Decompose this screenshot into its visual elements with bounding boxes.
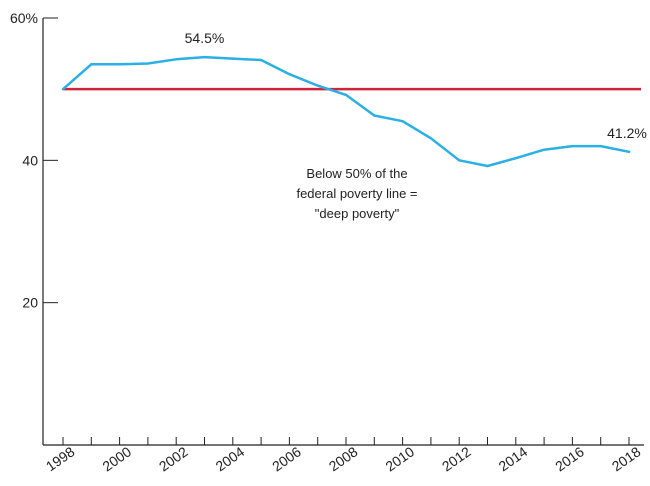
data-point [373, 114, 376, 117]
x-tick-label: 2016 [552, 443, 587, 474]
x-tick-label: 1998 [43, 443, 78, 474]
data-point [175, 58, 178, 61]
annotation: Below 50% of the federal poverty line = "d… [296, 166, 417, 221]
x-tick-label: 2014 [496, 443, 531, 474]
data-point [486, 164, 489, 168]
data-labels: 54.5% 41.2% [185, 30, 647, 141]
x-tick-label: 2002 [156, 443, 191, 474]
y-ticks: 60% 20 40 [10, 10, 58, 311]
data-point [571, 144, 574, 148]
x-tick-label: 2000 [99, 443, 134, 474]
data-point [90, 63, 93, 66]
x-tick-label: 2010 [382, 443, 417, 474]
x-tick-label: 2004 [213, 443, 248, 474]
data-point [542, 148, 546, 151]
y-tick-label: 40 [22, 152, 38, 168]
data-point [259, 58, 263, 62]
x-ticks: 1998 2000 2002 2004 2006 2008 2010 2012 2014 2016… [43, 437, 644, 474]
x-tick-label: 2018 [609, 443, 644, 474]
data-point [316, 84, 319, 87]
x-tick-label: 2008 [326, 443, 361, 474]
data-point [627, 150, 631, 153]
data-point [429, 137, 433, 140]
y-tick-label: 20 [22, 295, 38, 311]
data-label: 54.5% [185, 30, 225, 46]
data-point [514, 156, 517, 160]
data-point [118, 63, 121, 66]
data-label: 41.2% [607, 125, 647, 141]
data-point [599, 144, 602, 148]
annotation-line: "deep poverty" [315, 206, 400, 221]
data-point [288, 73, 291, 76]
data-point [458, 159, 461, 162]
x-tick-label: 2006 [269, 443, 304, 474]
axes [42, 18, 644, 446]
series-group [61, 55, 631, 168]
data-point [231, 57, 234, 60]
data-point [61, 87, 65, 91]
x-tick-label: 2012 [439, 443, 474, 474]
annotation-line: federal poverty line = [296, 186, 417, 201]
data-point [203, 55, 206, 59]
data-point [344, 93, 348, 97]
data-point [401, 119, 404, 123]
annotation-line: Below 50% of the [306, 166, 407, 181]
y-tick-label-top: 60% [10, 10, 38, 26]
data-point [146, 62, 150, 65]
